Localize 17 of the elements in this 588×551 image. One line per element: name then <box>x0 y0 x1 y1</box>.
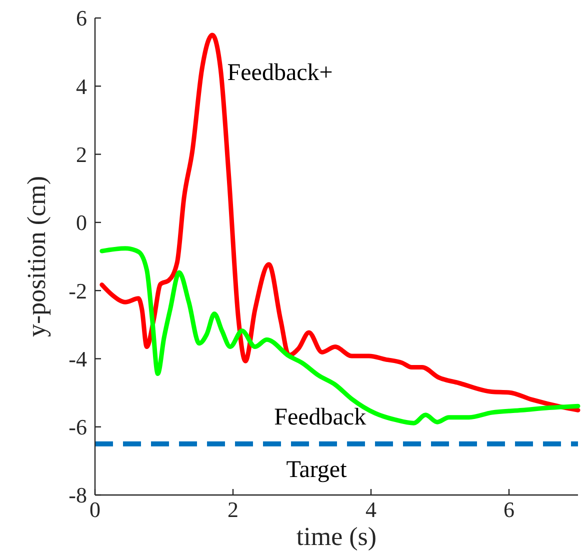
y-tick-label: -4 <box>68 346 87 372</box>
y-tick-label: -6 <box>68 414 87 440</box>
x-axis-title: time (s) <box>296 522 377 551</box>
x-tick-label: 6 <box>504 497 514 522</box>
y-tick-label: -2 <box>68 278 87 304</box>
y-tick-label: 6 <box>76 6 87 31</box>
series-label: Feedback+ <box>227 60 333 86</box>
y-tick-label: -8 <box>68 482 87 508</box>
y-tick-label: 0 <box>76 210 87 236</box>
x-tick-label: 2 <box>228 497 238 522</box>
ref-line-label: Target <box>286 456 348 483</box>
y-tick-label: 2 <box>76 142 87 167</box>
x-tick-label: 4 <box>366 497 376 522</box>
line-series <box>100 246 580 426</box>
series-label: Feedback <box>274 404 366 431</box>
y-axis-title: y-position (cm) <box>22 176 51 338</box>
y-tick-label: 4 <box>76 74 87 99</box>
